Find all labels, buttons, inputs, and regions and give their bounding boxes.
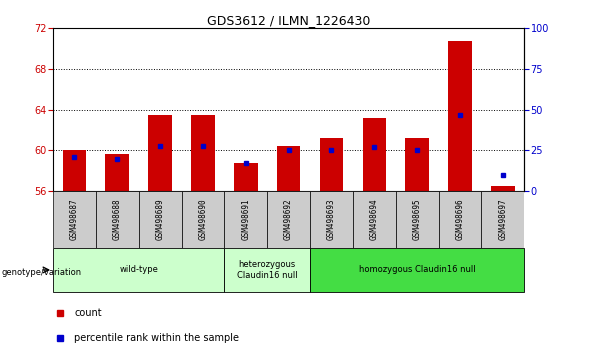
Bar [96,191,138,248]
Bar [277,147,300,191]
Bar [53,248,224,292]
Bar [362,118,386,191]
Bar [138,191,181,248]
Bar [62,150,86,191]
Text: genotype/variation: genotype/variation [1,268,81,277]
Title: GDS3612 / ILMN_1226430: GDS3612 / ILMN_1226430 [207,14,370,27]
Bar [320,138,343,191]
Bar [148,115,172,191]
Bar [181,191,224,248]
Text: GSM498696: GSM498696 [455,199,465,240]
Text: GSM498689: GSM498689 [155,199,164,240]
Text: GSM498695: GSM498695 [413,199,422,240]
Text: homozygous Claudin16 null: homozygous Claudin16 null [359,266,475,274]
Bar [191,115,215,191]
Bar [448,41,472,191]
Bar [267,191,310,248]
Text: GSM498697: GSM498697 [498,199,507,240]
Bar [224,191,267,248]
Bar [310,191,353,248]
Bar [105,154,129,191]
Bar [491,186,515,191]
Bar [481,191,524,248]
Text: GSM498694: GSM498694 [370,199,379,240]
Bar [396,191,439,248]
Text: GSM498693: GSM498693 [327,199,336,240]
Text: GSM498691: GSM498691 [241,199,250,240]
Text: count: count [74,308,102,318]
Bar [224,248,310,292]
Text: GSM498692: GSM498692 [284,199,293,240]
Text: heterozygous
Claudin16 null: heterozygous Claudin16 null [237,260,297,280]
Bar [234,163,257,191]
Text: percentile rank within the sample: percentile rank within the sample [74,333,239,343]
Text: GSM498688: GSM498688 [112,199,122,240]
Text: GSM498687: GSM498687 [70,199,79,240]
Text: wild-type: wild-type [119,266,158,274]
Text: GSM498690: GSM498690 [198,199,207,240]
Bar [439,191,481,248]
Bar [53,191,96,248]
Bar [405,138,429,191]
Bar [353,191,396,248]
Bar [310,248,524,292]
